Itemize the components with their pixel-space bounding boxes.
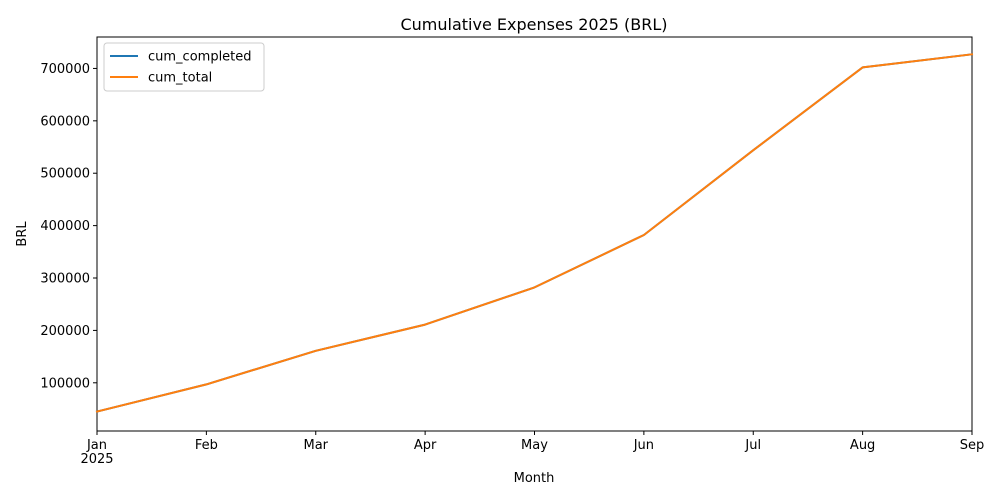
x-tick-label: Jan <box>86 438 107 453</box>
x-axis: Jan Feb Mar Apr May Jun Jul Aug Sep 2025 <box>80 431 984 467</box>
series-line-cum-completed <box>95 53 974 413</box>
x-tick-label: Sep <box>960 438 985 453</box>
plot-area-frame <box>96 36 973 432</box>
y-tick-label: 100000 <box>40 376 90 391</box>
x-tick-label: Feb <box>195 438 218 453</box>
x-tick-label: May <box>521 438 548 453</box>
y-tick-label: 200000 <box>40 324 90 339</box>
series-line-cum-total <box>95 53 974 413</box>
x-year-label: 2025 <box>80 452 113 467</box>
legend-label: cum_total <box>148 71 212 86</box>
x-axis-label: Month <box>514 471 555 486</box>
y-tick-label: 500000 <box>40 167 90 182</box>
x-tick-label: Jul <box>744 438 761 453</box>
series-lines <box>95 53 974 413</box>
x-tick-label: Jun <box>633 438 654 453</box>
y-axis-label: BRL <box>15 221 30 247</box>
y-tick-label: 300000 <box>40 272 90 287</box>
x-tick-label: Mar <box>303 438 328 453</box>
x-tick-label: Apr <box>414 438 437 453</box>
y-axis: 100000 200000 300000 400000 500000 600000 7000… <box>40 62 97 391</box>
legend-box <box>103 42 265 92</box>
y-tick-label: 600000 <box>40 114 90 129</box>
legend-label: cum_completed <box>148 50 252 65</box>
y-tick-label: 700000 <box>40 62 90 77</box>
y-tick-label: 400000 <box>40 219 90 234</box>
x-tick-label: Aug <box>850 438 875 453</box>
legend: cum_completed cum_total <box>103 42 265 92</box>
chart-title: Cumulative Expenses 2025 (BRL) <box>400 15 667 34</box>
